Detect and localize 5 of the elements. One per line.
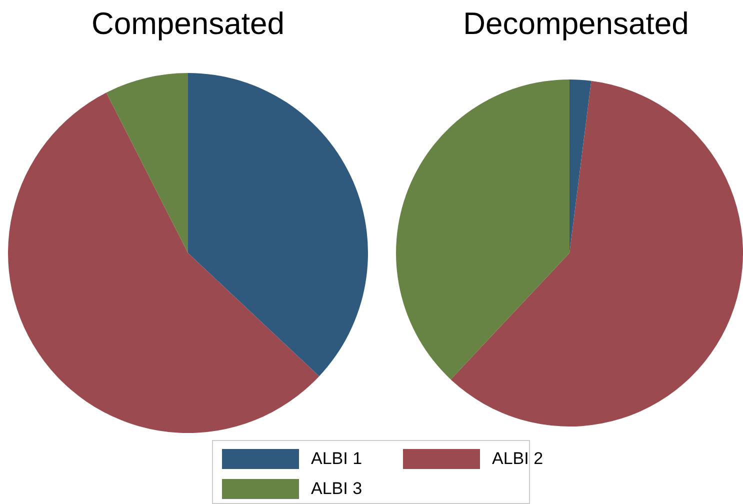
legend-label: ALBI 3 [311, 479, 362, 499]
legend-label: ALBI 2 [492, 449, 544, 469]
chart-title: Compensated [90, 6, 286, 42]
chart-title: Decompensated [462, 6, 690, 42]
legend-label: ALBI 1 [311, 449, 362, 469]
